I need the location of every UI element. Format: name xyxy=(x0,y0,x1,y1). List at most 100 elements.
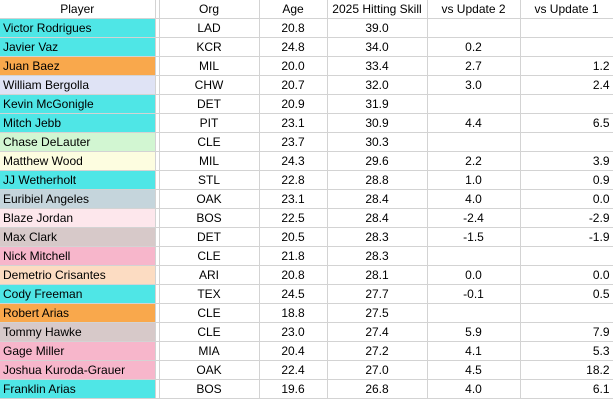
age-cell[interactable]: 20.8 xyxy=(259,265,328,285)
age-cell[interactable]: 24.8 xyxy=(259,37,328,57)
hitting-skill-cell[interactable]: 30.3 xyxy=(327,132,428,152)
org-cell[interactable]: BOS xyxy=(159,208,260,228)
player-cell[interactable]: William Bergolla xyxy=(0,75,156,95)
org-cell[interactable]: OAK xyxy=(159,189,260,209)
vs-update-2-cell[interactable]: 4.4 xyxy=(427,113,521,133)
vs-update-1-cell[interactable]: 0.0 xyxy=(520,265,613,285)
org-cell[interactable]: CLE xyxy=(159,303,260,323)
age-cell[interactable]: 22.8 xyxy=(259,170,328,190)
hitting-skill-cell[interactable]: 28.3 xyxy=(327,246,428,266)
vs-update-2-cell[interactable]: 2.2 xyxy=(427,151,521,171)
player-cell[interactable]: Franklin Arias xyxy=(0,379,156,399)
vs-update-2-cell[interactable] xyxy=(427,246,521,266)
vs-update-1-cell[interactable]: 0.5 xyxy=(520,284,613,304)
hitting-skill-cell[interactable]: 39.0 xyxy=(327,18,428,38)
org-cell[interactable]: STL xyxy=(159,170,260,190)
player-cell[interactable]: Cody Freeman xyxy=(0,284,156,304)
age-cell[interactable]: 21.8 xyxy=(259,246,328,266)
player-cell[interactable]: Joshua Kuroda-Grauer xyxy=(0,360,156,380)
player-cell[interactable]: Demetrio Crisantes xyxy=(0,265,156,285)
vs-update-1-cell[interactable]: 3.9 xyxy=(520,151,613,171)
org-cell[interactable]: DET xyxy=(159,94,260,114)
hitting-skill-cell[interactable]: 28.1 xyxy=(327,265,428,285)
vs-update-1-cell[interactable]: 6.5 xyxy=(520,113,613,133)
org-cell[interactable]: CLE xyxy=(159,322,260,342)
player-cell[interactable]: JJ Wetherholt xyxy=(0,170,156,190)
vs-update-2-cell[interactable]: -1.5 xyxy=(427,227,521,247)
vs-update-2-cell[interactable] xyxy=(427,303,521,323)
vs-update-1-cell[interactable]: 7.9 xyxy=(520,322,613,342)
age-cell[interactable]: 20.0 xyxy=(259,56,328,76)
org-cell[interactable]: CLE xyxy=(159,132,260,152)
player-cell[interactable]: Nick Mitchell xyxy=(0,246,156,266)
org-cell[interactable]: KCR xyxy=(159,37,260,57)
age-cell[interactable]: 20.9 xyxy=(259,94,328,114)
age-cell[interactable]: 20.5 xyxy=(259,227,328,247)
hitting-skill-cell[interactable]: 27.4 xyxy=(327,322,428,342)
vs-update-1-cell[interactable] xyxy=(520,303,613,323)
org-cell[interactable]: TEX xyxy=(159,284,260,304)
player-cell[interactable]: Victor Rodrigues xyxy=(0,18,156,38)
header-age[interactable]: Age xyxy=(259,0,328,19)
org-cell[interactable]: ARI xyxy=(159,265,260,285)
vs-update-2-cell[interactable]: 5.9 xyxy=(427,322,521,342)
vs-update-1-cell[interactable] xyxy=(520,37,613,57)
vs-update-1-cell[interactable]: 2.4 xyxy=(520,75,613,95)
hitting-skill-cell[interactable]: 33.4 xyxy=(327,56,428,76)
header-player[interactable]: Player xyxy=(0,0,156,19)
hitting-skill-cell[interactable]: 27.2 xyxy=(327,341,428,361)
hitting-skill-cell[interactable]: 27.5 xyxy=(327,303,428,323)
hitting-skill-cell[interactable]: 28.4 xyxy=(327,189,428,209)
vs-update-1-cell[interactable] xyxy=(520,132,613,152)
vs-update-2-cell[interactable]: 4.0 xyxy=(427,379,521,399)
vs-update-2-cell[interactable]: -0.1 xyxy=(427,284,521,304)
age-cell[interactable]: 24.3 xyxy=(259,151,328,171)
vs-update-2-cell[interactable] xyxy=(427,94,521,114)
player-cell[interactable]: Mitch Jebb xyxy=(0,113,156,133)
header-org[interactable]: Org xyxy=(159,0,260,19)
player-cell[interactable]: Kevin McGonigle xyxy=(0,94,156,114)
org-cell[interactable]: BOS xyxy=(159,379,260,399)
age-cell[interactable]: 18.8 xyxy=(259,303,328,323)
vs-update-2-cell[interactable]: -2.4 xyxy=(427,208,521,228)
vs-update-1-cell[interactable]: 1.2 xyxy=(520,56,613,76)
vs-update-1-cell[interactable]: 6.1 xyxy=(520,379,613,399)
org-cell[interactable]: OAK xyxy=(159,360,260,380)
player-cell[interactable]: Euribiel Angeles xyxy=(0,189,156,209)
vs-update-1-cell[interactable]: 18.2 xyxy=(520,360,613,380)
player-cell[interactable]: Robert Arias xyxy=(0,303,156,323)
hitting-skill-cell[interactable]: 27.0 xyxy=(327,360,428,380)
vs-update-2-cell[interactable] xyxy=(427,132,521,152)
age-cell[interactable]: 24.5 xyxy=(259,284,328,304)
hitting-skill-cell[interactable]: 34.0 xyxy=(327,37,428,57)
vs-update-2-cell[interactable]: 4.1 xyxy=(427,341,521,361)
hitting-skill-cell[interactable]: 27.7 xyxy=(327,284,428,304)
player-cell[interactable]: Chase DeLauter xyxy=(0,132,156,152)
vs-update-2-cell[interactable]: 4.0 xyxy=(427,189,521,209)
age-cell[interactable]: 23.1 xyxy=(259,189,328,209)
org-cell[interactable]: LAD xyxy=(159,18,260,38)
org-cell[interactable]: CHW xyxy=(159,75,260,95)
hitting-skill-cell[interactable]: 28.4 xyxy=(327,208,428,228)
vs-update-2-cell[interactable]: 2.7 xyxy=(427,56,521,76)
vs-update-1-cell[interactable]: 5.3 xyxy=(520,341,613,361)
header-hitting-skill[interactable]: 2025 Hitting Skill xyxy=(327,0,428,19)
hitting-skill-cell[interactable]: 30.9 xyxy=(327,113,428,133)
vs-update-2-cell[interactable]: 0.2 xyxy=(427,37,521,57)
vs-update-2-cell[interactable] xyxy=(427,18,521,38)
player-cell[interactable]: Javier Vaz xyxy=(0,37,156,57)
vs-update-1-cell[interactable]: -2.9 xyxy=(520,208,613,228)
player-cell[interactable]: Max Clark xyxy=(0,227,156,247)
hitting-skill-cell[interactable]: 26.8 xyxy=(327,379,428,399)
age-cell[interactable]: 20.4 xyxy=(259,341,328,361)
vs-update-1-cell[interactable] xyxy=(520,18,613,38)
vs-update-2-cell[interactable]: 1.0 xyxy=(427,170,521,190)
vs-update-1-cell[interactable] xyxy=(520,94,613,114)
age-cell[interactable]: 20.7 xyxy=(259,75,328,95)
age-cell[interactable]: 23.7 xyxy=(259,132,328,152)
player-cell[interactable]: Juan Baez xyxy=(0,56,156,76)
org-cell[interactable]: MIL xyxy=(159,151,260,171)
age-cell[interactable]: 23.1 xyxy=(259,113,328,133)
vs-update-1-cell[interactable]: 0.9 xyxy=(520,170,613,190)
age-cell[interactable]: 22.5 xyxy=(259,208,328,228)
